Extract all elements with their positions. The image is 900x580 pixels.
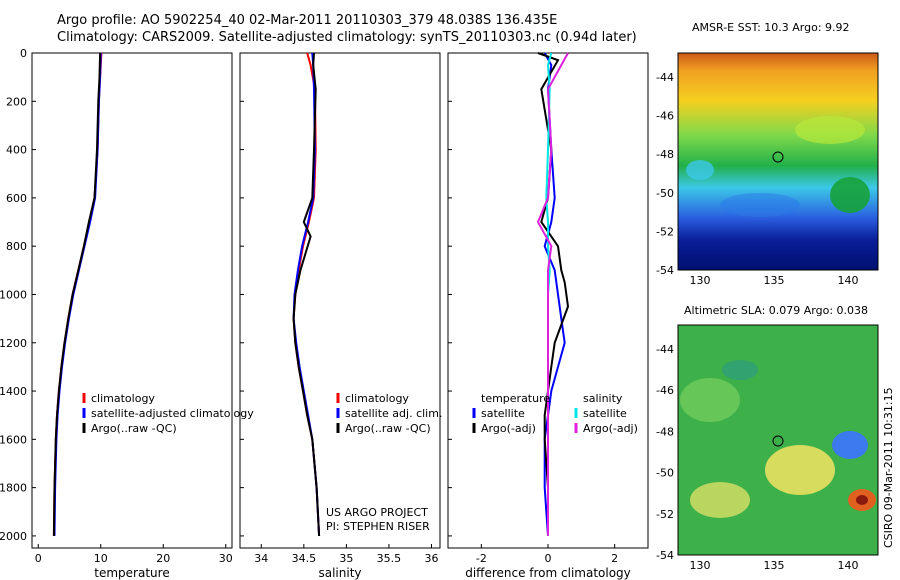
sst-map bbox=[677, 52, 879, 271]
sla-argo-marker bbox=[772, 435, 784, 447]
difference-series-salinity-argo-adj- bbox=[536, 52, 569, 536]
sst-map-ytick-label: -46 bbox=[656, 110, 674, 123]
sst-map-ytick-label: -48 bbox=[656, 148, 674, 161]
header-line-2: Climatology: CARS2009. Satellite-adjuste… bbox=[57, 30, 637, 45]
sla-map-ytick-label: -48 bbox=[656, 425, 674, 438]
temperature-legend-label: Argo(..raw -QC) bbox=[91, 422, 177, 435]
difference-sal-legend-label: satellite bbox=[583, 407, 627, 420]
difference-xlabel: difference from climatology bbox=[465, 566, 631, 580]
difference-series-temperature-argo-adj- bbox=[537, 52, 570, 536]
salinity-xtick-label: 36 bbox=[424, 552, 438, 565]
sst-map-title: AMSR-E SST: 10.3 Argo: 9.92 bbox=[692, 21, 850, 34]
depth-tick-label: 400 bbox=[6, 144, 27, 157]
temperature-legend-label: climatology bbox=[91, 392, 155, 405]
sst-feature bbox=[795, 116, 865, 144]
salinity-xtick-label: 35 bbox=[339, 552, 353, 565]
difference-sal-legend-label: salinity bbox=[583, 392, 623, 405]
sla-feature bbox=[856, 495, 868, 505]
depth-tick-label: 600 bbox=[6, 192, 27, 205]
salinity-legend-label: Argo(..raw -QC) bbox=[345, 422, 431, 435]
difference-xtick-label: 2 bbox=[611, 552, 618, 565]
timestamp-stamp: CSIRO 09-Mar-2011 10:31:15 bbox=[882, 387, 895, 548]
sla-map-ytick-label: -54 bbox=[656, 549, 674, 562]
sst-feature bbox=[686, 160, 714, 180]
sst-map-ytick-label: -52 bbox=[656, 225, 674, 238]
temperature-series-satellite-adjusted-climatology bbox=[53, 52, 102, 536]
depth-tick-label: 1800 bbox=[0, 482, 27, 495]
depth-tick-label: 0 bbox=[20, 47, 27, 60]
difference-xtick-label: -2 bbox=[476, 552, 487, 565]
sla-map-ytick-label: -50 bbox=[656, 467, 674, 480]
depth-tick-label: 1600 bbox=[0, 433, 27, 446]
salinity-axes bbox=[239, 52, 441, 549]
temperature-xlabel: temperature bbox=[94, 566, 169, 580]
sla-feature bbox=[832, 431, 868, 459]
salinity-legend-label: climatology bbox=[345, 392, 409, 405]
depth-tick-label: 1200 bbox=[0, 337, 27, 350]
difference-temp-legend-label: temperature bbox=[481, 392, 550, 405]
sla-feature bbox=[680, 378, 740, 422]
sla-map-ytick-label: -44 bbox=[656, 343, 674, 356]
salinity-xlabel: salinity bbox=[318, 566, 361, 580]
header-line-1: Argo profile: AO 5902254_40 02-Mar-2011 … bbox=[57, 13, 558, 28]
sst-map-xtick-label: 135 bbox=[764, 274, 785, 287]
sla-map-frame bbox=[677, 324, 879, 556]
sst-map-ytick-label: -50 bbox=[656, 187, 674, 200]
salinity-legend-label: satellite adj. clim. bbox=[345, 407, 442, 420]
temperature-series-climatology bbox=[52, 52, 103, 536]
sla-feature bbox=[690, 482, 750, 518]
difference-sal-legend-label: Argo(-adj) bbox=[583, 422, 638, 435]
temperature-xtick-label: 10 bbox=[94, 552, 108, 565]
sla-map bbox=[677, 324, 879, 556]
sla-map-ytick-label: -46 bbox=[656, 384, 674, 397]
sla-map-ytick-label: -52 bbox=[656, 508, 674, 521]
temperature-xtick-label: 30 bbox=[219, 552, 233, 565]
salinity-series-argo-raw-qc- bbox=[292, 52, 321, 536]
depth-tick-label: 800 bbox=[6, 240, 27, 253]
credit-project: US ARGO PROJECT bbox=[326, 506, 428, 519]
difference-temp-legend-label: satellite bbox=[481, 407, 525, 420]
depth-tick-label: 200 bbox=[6, 95, 27, 108]
temperature-xtick-label: 20 bbox=[156, 552, 170, 565]
sla-feature bbox=[722, 360, 758, 380]
difference-xtick-label: 0 bbox=[545, 552, 552, 565]
sla-map-xtick-label: 140 bbox=[838, 559, 859, 572]
temperature-legend-label: satellite-adjusted climatology bbox=[91, 407, 254, 420]
sst-map-ytick-label: -54 bbox=[656, 264, 674, 277]
sst-map-ytick-label: -44 bbox=[656, 71, 674, 84]
salinity-xtick-label: 35.5 bbox=[377, 552, 402, 565]
difference-temp-legend-label: Argo(-adj) bbox=[481, 422, 536, 435]
sst-map-frame bbox=[677, 52, 879, 271]
sst-feature bbox=[830, 177, 870, 213]
sst-feature bbox=[720, 193, 800, 217]
sla-map-xtick-label: 130 bbox=[690, 559, 711, 572]
temperature-series-argo-raw-qc- bbox=[52, 52, 102, 536]
sst-argo-marker bbox=[772, 151, 784, 163]
sla-feature bbox=[765, 445, 835, 495]
depth-tick-label: 1000 bbox=[0, 288, 27, 301]
sst-map-xtick-label: 130 bbox=[690, 274, 711, 287]
salinity-xtick-label: 34 bbox=[254, 552, 268, 565]
depth-tick-label: 2000 bbox=[0, 530, 27, 543]
depth-tick-label: 1400 bbox=[0, 385, 27, 398]
sla-map-xtick-label: 135 bbox=[764, 559, 785, 572]
credit-pi: PI: STEPHEN RISER bbox=[326, 520, 430, 533]
temperature-axes bbox=[31, 52, 233, 549]
temperature-xtick-label: 0 bbox=[35, 552, 42, 565]
sst-map-xtick-label: 140 bbox=[838, 274, 859, 287]
sla-map-title: Altimetric SLA: 0.079 Argo: 0.038 bbox=[684, 304, 869, 317]
salinity-xtick-label: 34.5 bbox=[292, 552, 317, 565]
